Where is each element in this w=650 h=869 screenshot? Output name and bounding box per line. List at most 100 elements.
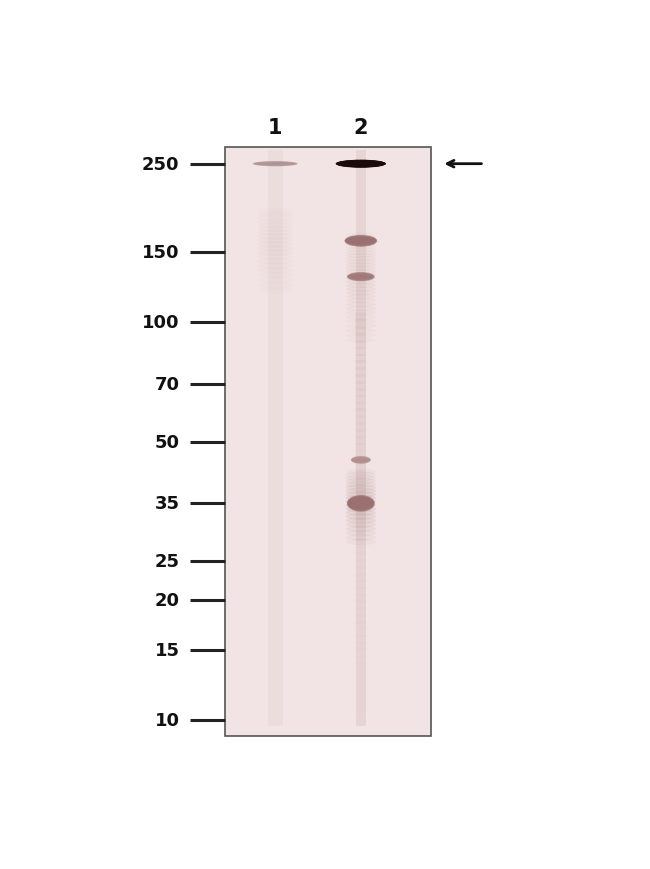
- Ellipse shape: [346, 238, 376, 245]
- Text: 1: 1: [268, 117, 283, 137]
- Ellipse shape: [348, 499, 373, 508]
- Bar: [356, 151, 366, 726]
- Ellipse shape: [346, 276, 376, 282]
- Ellipse shape: [346, 291, 376, 296]
- Text: 10: 10: [155, 711, 179, 729]
- Bar: [356, 477, 367, 487]
- Ellipse shape: [346, 248, 376, 253]
- Bar: [356, 600, 367, 610]
- Bar: [356, 553, 367, 562]
- Ellipse shape: [351, 456, 370, 464]
- Ellipse shape: [348, 274, 374, 281]
- Text: 50: 50: [155, 434, 179, 451]
- Ellipse shape: [346, 488, 376, 494]
- Bar: [356, 574, 367, 583]
- Ellipse shape: [348, 497, 374, 510]
- Ellipse shape: [254, 163, 296, 166]
- Ellipse shape: [346, 485, 376, 492]
- Bar: [356, 443, 367, 453]
- Ellipse shape: [344, 236, 377, 247]
- Ellipse shape: [346, 539, 376, 546]
- Text: 2: 2: [354, 117, 368, 137]
- Ellipse shape: [348, 498, 374, 509]
- Ellipse shape: [346, 481, 376, 488]
- Bar: [356, 703, 367, 713]
- Text: 25: 25: [155, 553, 179, 571]
- Ellipse shape: [257, 255, 293, 261]
- Ellipse shape: [346, 273, 376, 278]
- Ellipse shape: [337, 162, 385, 168]
- Ellipse shape: [337, 162, 384, 167]
- Ellipse shape: [346, 245, 376, 250]
- Ellipse shape: [346, 506, 376, 513]
- Ellipse shape: [348, 274, 374, 281]
- Ellipse shape: [347, 273, 374, 282]
- Bar: [356, 429, 367, 439]
- Bar: [356, 436, 367, 446]
- Bar: [356, 498, 367, 507]
- Text: 15: 15: [155, 641, 179, 659]
- Bar: [356, 422, 367, 432]
- Ellipse shape: [346, 263, 376, 269]
- Bar: [356, 655, 367, 665]
- Bar: [356, 683, 367, 693]
- Bar: [356, 519, 367, 528]
- Bar: [356, 532, 367, 541]
- Ellipse shape: [257, 263, 293, 270]
- Ellipse shape: [346, 242, 376, 247]
- Ellipse shape: [348, 275, 374, 280]
- Bar: [356, 710, 367, 720]
- Bar: [356, 368, 367, 377]
- Ellipse shape: [347, 274, 374, 282]
- Bar: [356, 526, 367, 534]
- Bar: [356, 313, 367, 322]
- Bar: [356, 491, 367, 501]
- Ellipse shape: [346, 495, 376, 501]
- Bar: [356, 348, 367, 357]
- Ellipse shape: [346, 260, 376, 265]
- Bar: [356, 416, 367, 425]
- Bar: [356, 409, 367, 419]
- Ellipse shape: [346, 502, 376, 509]
- Ellipse shape: [338, 163, 384, 167]
- Bar: [356, 505, 367, 514]
- Ellipse shape: [346, 298, 376, 304]
- Ellipse shape: [346, 472, 376, 479]
- Ellipse shape: [346, 237, 376, 245]
- Bar: [356, 690, 367, 700]
- Bar: [356, 334, 367, 343]
- Ellipse shape: [336, 161, 385, 169]
- Ellipse shape: [338, 163, 384, 167]
- Bar: [356, 717, 367, 726]
- Ellipse shape: [347, 496, 374, 511]
- Ellipse shape: [352, 458, 370, 463]
- Text: 20: 20: [155, 591, 179, 609]
- Ellipse shape: [346, 266, 376, 271]
- Ellipse shape: [257, 237, 293, 244]
- Ellipse shape: [254, 163, 296, 167]
- Ellipse shape: [346, 526, 376, 533]
- Bar: [356, 628, 367, 638]
- Bar: [356, 512, 367, 521]
- Ellipse shape: [254, 163, 297, 167]
- Ellipse shape: [254, 163, 296, 166]
- Text: 70: 70: [155, 375, 179, 393]
- Bar: [356, 361, 367, 370]
- Bar: [356, 355, 367, 364]
- Bar: [225, 148, 432, 737]
- Ellipse shape: [346, 237, 376, 246]
- Bar: [356, 341, 367, 350]
- Bar: [356, 642, 367, 651]
- Bar: [356, 381, 367, 391]
- Ellipse shape: [254, 163, 297, 167]
- Ellipse shape: [347, 273, 374, 282]
- Ellipse shape: [351, 456, 371, 464]
- Ellipse shape: [346, 478, 376, 485]
- Bar: [356, 539, 367, 548]
- Ellipse shape: [346, 287, 376, 292]
- Ellipse shape: [257, 268, 293, 275]
- Ellipse shape: [351, 457, 370, 463]
- Bar: [356, 388, 367, 398]
- Ellipse shape: [346, 514, 376, 521]
- Ellipse shape: [346, 521, 376, 528]
